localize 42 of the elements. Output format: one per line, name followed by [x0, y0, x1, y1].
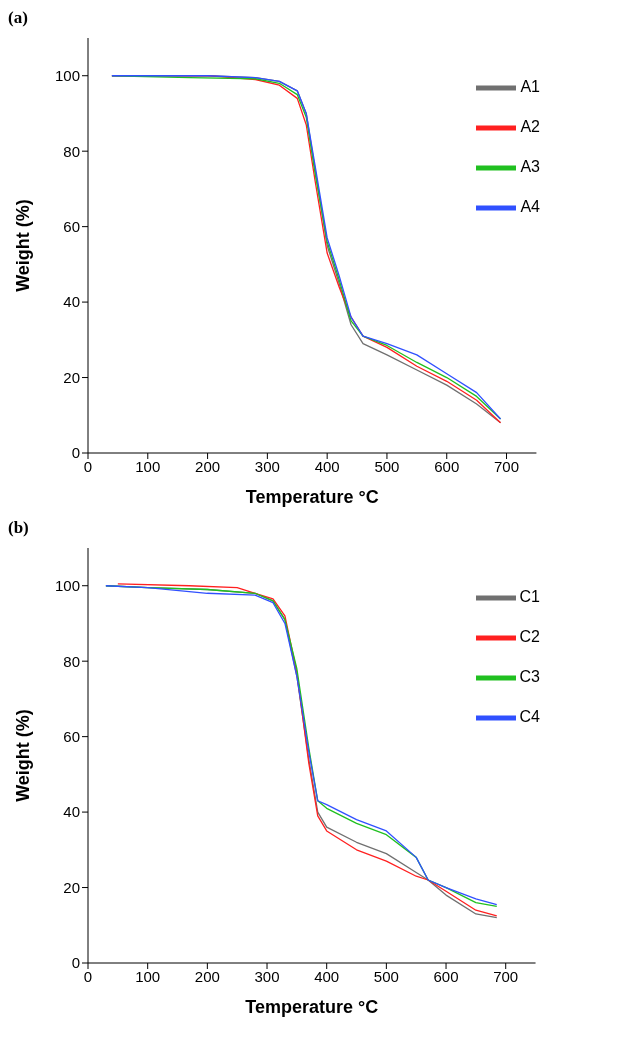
legend-label: C3 [519, 668, 540, 686]
y-tick-label: 80 [63, 652, 80, 670]
x-tick-label: 500 [374, 457, 400, 475]
legend-label: C4 [519, 708, 540, 726]
y-tick-label: 0 [71, 954, 80, 972]
x-tick-label: 100 [135, 457, 161, 475]
legend-label: C2 [519, 628, 540, 646]
legend-label: A2 [520, 118, 540, 136]
y-tick-label: 40 [63, 293, 80, 311]
y-tick-label: 40 [63, 803, 80, 821]
x-tick-label: 200 [195, 457, 221, 475]
y-tick-label: 60 [63, 727, 80, 745]
y-axis-title: Weight (%) [13, 199, 34, 292]
legend-label: A3 [520, 158, 540, 176]
y-tick-label: 80 [63, 142, 80, 160]
x-tick-label: 700 [494, 457, 520, 475]
chart-title: (b) [8, 518, 29, 538]
x-axis-title: Temperature °C [245, 487, 379, 507]
x-tick-label: 500 [373, 967, 399, 985]
legend-label: A1 [520, 78, 540, 96]
x-tick-label: 0 [83, 457, 93, 475]
chart-title: (a) [8, 8, 28, 28]
x-tick-label: 300 [254, 457, 280, 475]
x-tick-label: 0 [83, 967, 93, 985]
x-tick-label: 200 [194, 967, 220, 985]
x-tick-label: 600 [434, 457, 460, 475]
x-tick-label: 400 [314, 967, 340, 985]
y-tick-label: 0 [71, 444, 80, 462]
y-tick-label: 100 [54, 577, 80, 595]
y-tick-label: 100 [54, 67, 80, 85]
x-tick-label: 300 [254, 967, 280, 985]
legend-label: A4 [520, 198, 540, 216]
y-tick-label: 20 [63, 368, 80, 386]
x-tick-label: 400 [314, 457, 340, 475]
x-tick-label: 600 [433, 967, 459, 985]
y-tick-label: 60 [63, 217, 80, 235]
legend-label: C1 [519, 588, 540, 606]
y-tick-label: 20 [63, 878, 80, 896]
x-tick-label: 700 [493, 967, 519, 985]
x-axis-title: Temperature °C [245, 997, 379, 1017]
y-axis-title: Weight (%) [13, 709, 34, 802]
x-tick-label: 100 [135, 967, 161, 985]
